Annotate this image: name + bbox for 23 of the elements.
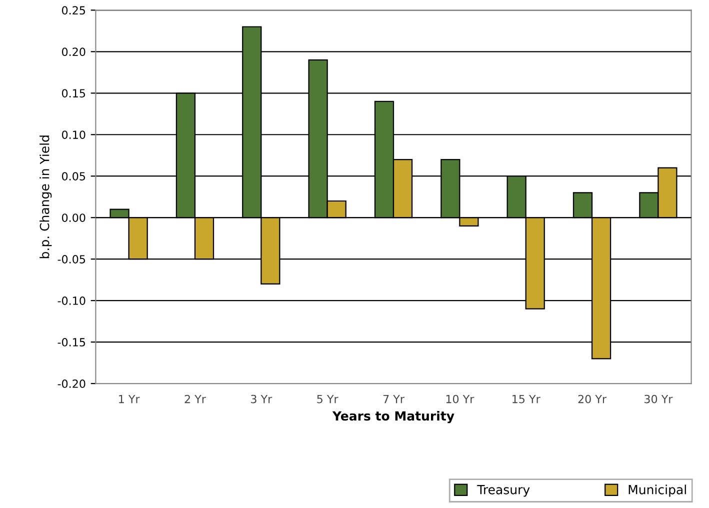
legend-label: Treasury: [477, 485, 530, 497]
x-tick-label: 20 Yr: [578, 394, 607, 404]
y-tick-label: 0.00: [62, 214, 86, 222]
x-tick-label: 7 Yr: [383, 394, 404, 404]
y-tick-label: 0.15: [62, 89, 86, 98]
y-tick-label: -0.10: [58, 296, 86, 305]
y-axis-title: b.p. Change in Yield: [40, 136, 52, 258]
legend-label: Municipal: [628, 484, 686, 497]
x-tick-label: 10 Yr: [446, 394, 474, 404]
x-axis-title: Years to Maturity: [332, 410, 454, 424]
y-tick-label: 0.25: [62, 6, 86, 15]
y-tick-label: 0.20: [62, 48, 86, 56]
y-tick-label: -0.15: [58, 338, 86, 346]
y-tick-label: -0.05: [58, 255, 86, 264]
x-tick-label: 30 Yr: [644, 394, 673, 404]
y-tick-label: 0.05: [62, 172, 86, 180]
y-tick-label: -0.20: [58, 380, 86, 388]
x-tick-label: 2 Yr: [184, 394, 206, 404]
y-tick-label: 0.10: [62, 130, 86, 139]
x-tick-label: 5 Yr: [317, 394, 338, 404]
x-tick-label: 1 Yr: [119, 394, 140, 404]
x-tick-label: 15 Yr: [512, 394, 540, 404]
x-tick-label: 3 Yr: [251, 394, 272, 404]
